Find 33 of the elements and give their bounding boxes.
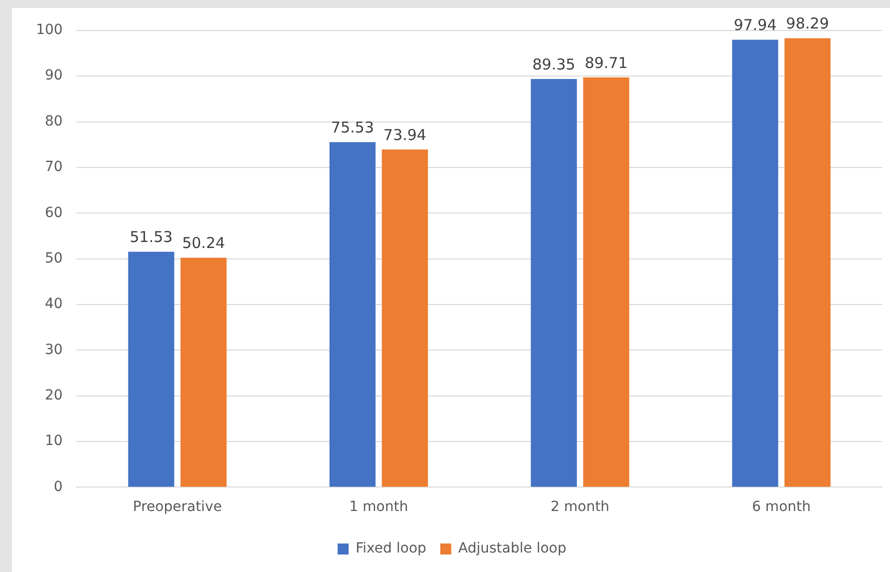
x-tick-label: 1 month	[349, 499, 408, 516]
bar	[330, 142, 376, 487]
bar	[128, 252, 174, 487]
bar	[784, 38, 831, 487]
x-tick-label: 6 month	[752, 499, 811, 516]
legend-label: Fixed loop	[356, 540, 426, 557]
bar	[530, 79, 577, 487]
legend-label: Adjustable loop	[458, 540, 566, 557]
x-tick-label: Preoperative	[132, 499, 222, 516]
data-label: 73.94	[383, 126, 426, 144]
data-label: 75.53	[331, 118, 374, 137]
bar	[382, 149, 428, 487]
y-tick-label: 70	[44, 159, 63, 176]
y-tick-label: 30	[44, 342, 63, 358]
data-label: 50.24	[182, 234, 226, 252]
bar	[583, 77, 630, 487]
data-label: 97.94	[734, 16, 777, 34]
y-tick-label: 40	[44, 296, 63, 312]
x-tick-label: 2 month	[550, 499, 610, 516]
y-tick-label: 80	[44, 113, 63, 130]
data-label: 51.53	[130, 228, 173, 246]
y-tick-label: 50	[44, 250, 63, 266]
bar	[732, 40, 778, 487]
data-label: 89.71	[584, 54, 628, 72]
y-tick-label: 10	[44, 433, 63, 450]
y-tick-label: 100	[36, 22, 63, 38]
bar	[180, 258, 227, 487]
y-tick-label: 0	[54, 478, 63, 495]
y-tick-label: 90	[44, 68, 63, 84]
y-tick-label: 20	[44, 387, 63, 404]
data-label: 89.35	[532, 55, 576, 74]
data-label: 98.29	[786, 14, 829, 33]
y-tick-label: 60	[44, 204, 63, 221]
